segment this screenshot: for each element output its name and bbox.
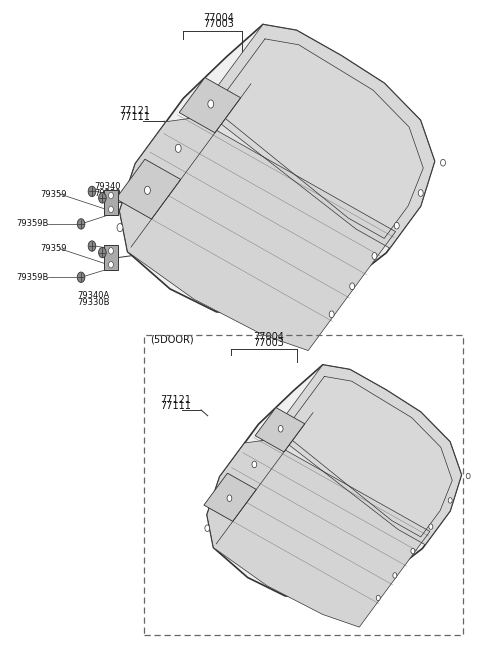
Text: 79359: 79359 — [41, 244, 67, 253]
Polygon shape — [120, 118, 396, 350]
Polygon shape — [179, 77, 240, 133]
Polygon shape — [120, 24, 434, 316]
Circle shape — [98, 193, 106, 203]
Circle shape — [88, 186, 96, 197]
Circle shape — [227, 495, 232, 501]
Polygon shape — [204, 473, 256, 522]
Text: 79330B: 79330B — [78, 298, 110, 306]
Circle shape — [466, 473, 470, 479]
Circle shape — [418, 190, 423, 196]
Circle shape — [108, 192, 113, 199]
Polygon shape — [116, 159, 180, 219]
Circle shape — [108, 247, 113, 254]
Circle shape — [117, 224, 123, 232]
Circle shape — [252, 461, 257, 468]
Circle shape — [448, 498, 452, 503]
Circle shape — [411, 548, 415, 554]
Polygon shape — [207, 440, 430, 627]
Circle shape — [98, 247, 106, 258]
Text: 77003: 77003 — [203, 20, 234, 30]
Circle shape — [350, 283, 355, 290]
Text: 79340: 79340 — [94, 182, 120, 192]
Bar — [144, 335, 463, 635]
Bar — [104, 245, 118, 270]
Text: 79359B: 79359B — [16, 219, 48, 228]
Bar — [104, 190, 118, 215]
Circle shape — [208, 100, 214, 108]
Text: 79340A: 79340A — [78, 291, 110, 300]
Text: 77004: 77004 — [203, 13, 234, 23]
Polygon shape — [222, 380, 446, 586]
Circle shape — [205, 525, 210, 531]
Circle shape — [175, 144, 181, 152]
Circle shape — [108, 206, 113, 213]
Text: (5DOOR): (5DOOR) — [150, 335, 193, 345]
Text: 77004: 77004 — [253, 332, 284, 342]
Circle shape — [429, 524, 433, 529]
Text: 77111: 77111 — [160, 401, 191, 411]
Polygon shape — [273, 365, 461, 544]
Circle shape — [372, 253, 377, 259]
Polygon shape — [207, 365, 461, 600]
Circle shape — [394, 222, 399, 229]
Circle shape — [441, 159, 445, 166]
Text: 79359: 79359 — [41, 190, 67, 199]
Text: 77121: 77121 — [119, 106, 150, 116]
Polygon shape — [255, 407, 305, 452]
Polygon shape — [139, 44, 416, 300]
Circle shape — [144, 186, 150, 194]
Text: 77121: 77121 — [160, 395, 192, 405]
Circle shape — [376, 595, 380, 601]
Text: 79359B: 79359B — [16, 273, 48, 282]
Circle shape — [108, 262, 113, 268]
Circle shape — [278, 426, 283, 432]
Circle shape — [329, 311, 334, 318]
Circle shape — [393, 573, 397, 578]
Circle shape — [77, 272, 85, 283]
Text: 77003: 77003 — [253, 338, 284, 348]
Circle shape — [77, 218, 85, 229]
Text: 77111: 77111 — [119, 112, 150, 123]
Circle shape — [88, 241, 96, 251]
Text: 79330A: 79330A — [94, 189, 126, 198]
Polygon shape — [201, 24, 434, 248]
